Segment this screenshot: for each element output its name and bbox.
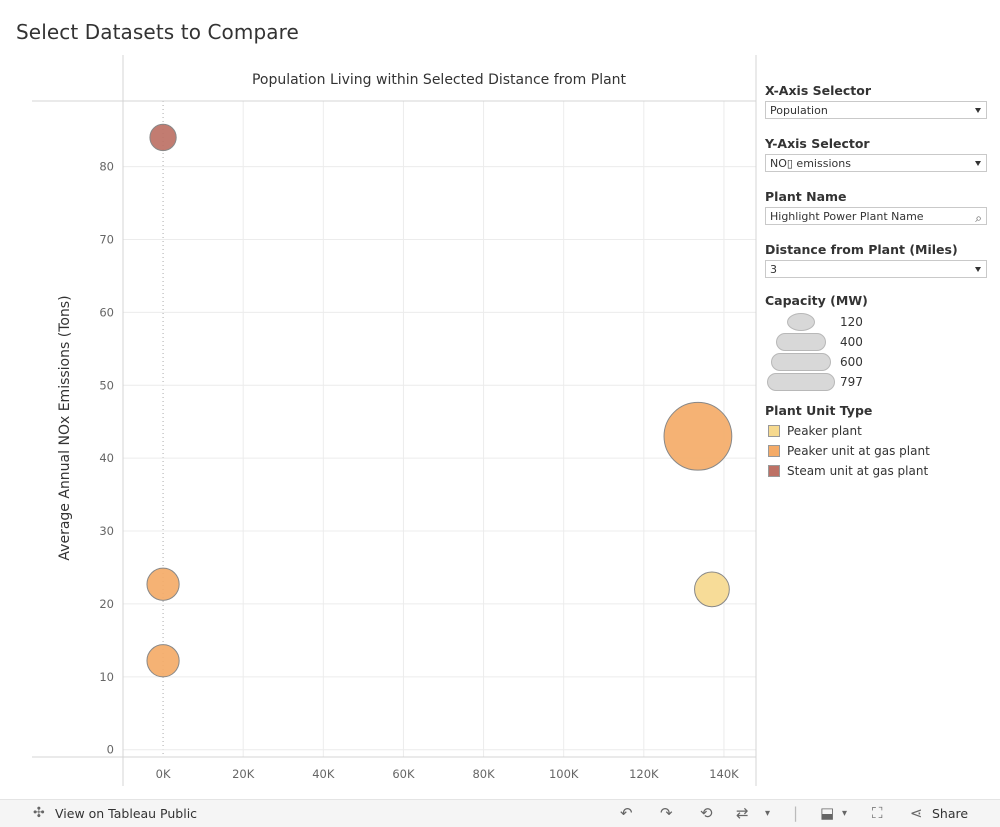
color-swatch (768, 445, 780, 457)
data-points (146, 123, 733, 678)
fullscreen-icon[interactable]: ⛶ (872, 804, 883, 822)
plant-name-search-input[interactable]: Highlight Power Plant Name ⌕ (765, 207, 987, 225)
x-tick-label: 140K (709, 767, 739, 781)
y-axis-dropdown-value: NO▯ emissions (770, 157, 851, 170)
color-legend-label: Peaker unit at gas plant (787, 444, 930, 458)
color-swatch (768, 425, 780, 437)
y-axis-selector-label: Y-Axis Selector (765, 136, 870, 151)
distance-dropdown-value: 3 (770, 263, 777, 276)
y-tick-label: 50 (99, 378, 114, 392)
size-legend-entry: 120 (765, 313, 987, 333)
data-point (663, 401, 733, 471)
x-tick-label: 100K (549, 767, 579, 781)
tableau-toolbar: ✣ View on Tableau Public ↶ ↷ ⟲ ⇄ ▾ | ⬓ ▾… (0, 799, 1000, 827)
scatter-chart: Population Living within Selected Distan… (32, 55, 757, 786)
size-legend-label: 120 (840, 315, 863, 329)
toolbar-divider: | (793, 804, 799, 822)
x-axis-selector: X-Axis Selector Population (765, 83, 987, 119)
chevron-down-icon (975, 161, 981, 166)
tick-labels: 0K 20K 40K 60K 80K 100K 120K 140K 0 10 20 30 40 50 60 7… (99, 160, 739, 781)
chevron-down-icon[interactable]: ▾ (765, 808, 771, 819)
y-axis-title: Average Annual NOx Emissions (Tons) (57, 295, 73, 560)
data-point (149, 123, 177, 152)
redo-icon[interactable]: ↷ (660, 804, 673, 822)
size-legend-shape (767, 373, 835, 391)
view-on-tableau-link[interactable]: View on Tableau Public (55, 806, 198, 821)
chevron-down-icon[interactable]: ▾ (842, 808, 848, 819)
size-legend-shape (787, 313, 815, 331)
x-tick-label: 20K (232, 767, 255, 781)
y-axis-dropdown[interactable]: NO▯ emissions (765, 154, 987, 172)
distance-selector: Distance from Plant (Miles) 3 (765, 242, 987, 278)
plant-name-placeholder: Highlight Power Plant Name (770, 210, 924, 223)
chevron-down-icon (975, 108, 981, 113)
y-axis-selector: Y-Axis Selector NO▯ emissions (765, 136, 987, 172)
y-tick-label: 30 (99, 524, 114, 538)
x-axis-selector-label: X-Axis Selector (765, 83, 871, 98)
color-legend-title: Plant Unit Type (765, 403, 873, 418)
data-point (146, 644, 180, 678)
y-tick-label: 40 (99, 451, 114, 465)
search-icon[interactable]: ⌕ (975, 211, 982, 225)
data-point (146, 567, 180, 601)
y-tick-label: 0 (107, 743, 114, 757)
plant-name-filter: Plant Name Highlight Power Plant Name ⌕ (765, 189, 987, 225)
size-legend-entry: 797 (765, 373, 987, 393)
share-button[interactable]: Share (932, 806, 969, 821)
size-legend: 120 400 600 797 (765, 311, 987, 393)
y-tick-label: 70 (99, 232, 114, 246)
y-tick-label: 60 (99, 305, 114, 319)
color-swatch (768, 465, 780, 477)
download-icon[interactable]: ⬓ (820, 804, 835, 822)
chevron-down-icon (975, 267, 981, 272)
control-panel: X-Axis Selector Population Y-Axis Select… (765, 83, 987, 481)
color-legend-label: Steam unit at gas plant (787, 464, 929, 478)
color-legend-entry[interactable]: Peaker plant (765, 421, 987, 441)
refresh-icon[interactable]: ⇄ (736, 804, 749, 822)
size-legend-title: Capacity (MW) (765, 293, 868, 308)
x-axis-dropdown-value: Population (770, 104, 828, 117)
size-legend-entry: 400 (765, 333, 987, 353)
color-legend: Peaker plant Peaker unit at gas plant St… (765, 421, 987, 481)
x-tick-label: 0K (156, 767, 171, 781)
x-tick-label: 120K (629, 767, 659, 781)
x-axis-dropdown[interactable]: Population (765, 101, 987, 119)
size-legend-label: 600 (840, 355, 863, 369)
size-legend-label: 400 (840, 335, 863, 349)
grid-layer (123, 101, 756, 757)
y-tick-label: 10 (99, 670, 114, 684)
size-legend-shape (776, 333, 826, 351)
dashboard-title: Select Datasets to Compare (16, 20, 299, 44)
distance-dropdown[interactable]: 3 (765, 260, 987, 278)
chart-frame (32, 55, 757, 786)
undo-icon[interactable]: ↶ (620, 804, 633, 822)
x-tick-label: 60K (392, 767, 415, 781)
share-icon[interactable]: ⋖ (910, 804, 923, 822)
color-legend-entry[interactable]: Peaker unit at gas plant (765, 441, 987, 461)
revert-icon[interactable]: ⟲ (700, 804, 713, 822)
color-legend-label: Peaker plant (787, 424, 862, 438)
chart-title: Population Living within Selected Distan… (252, 72, 627, 88)
x-tick-label: 40K (312, 767, 335, 781)
size-legend-label: 797 (840, 375, 863, 389)
size-legend-shape (771, 353, 831, 371)
plant-name-label: Plant Name (765, 189, 847, 204)
y-tick-label: 20 (99, 597, 114, 611)
x-tick-label: 80K (472, 767, 495, 781)
y-tick-label: 80 (99, 160, 114, 174)
color-legend-entry[interactable]: Steam unit at gas plant (765, 461, 987, 481)
data-point (694, 571, 730, 608)
size-legend-entry: 600 (765, 353, 987, 373)
tableau-logo-icon: ✣ (33, 805, 45, 821)
distance-label: Distance from Plant (Miles) (765, 242, 958, 257)
